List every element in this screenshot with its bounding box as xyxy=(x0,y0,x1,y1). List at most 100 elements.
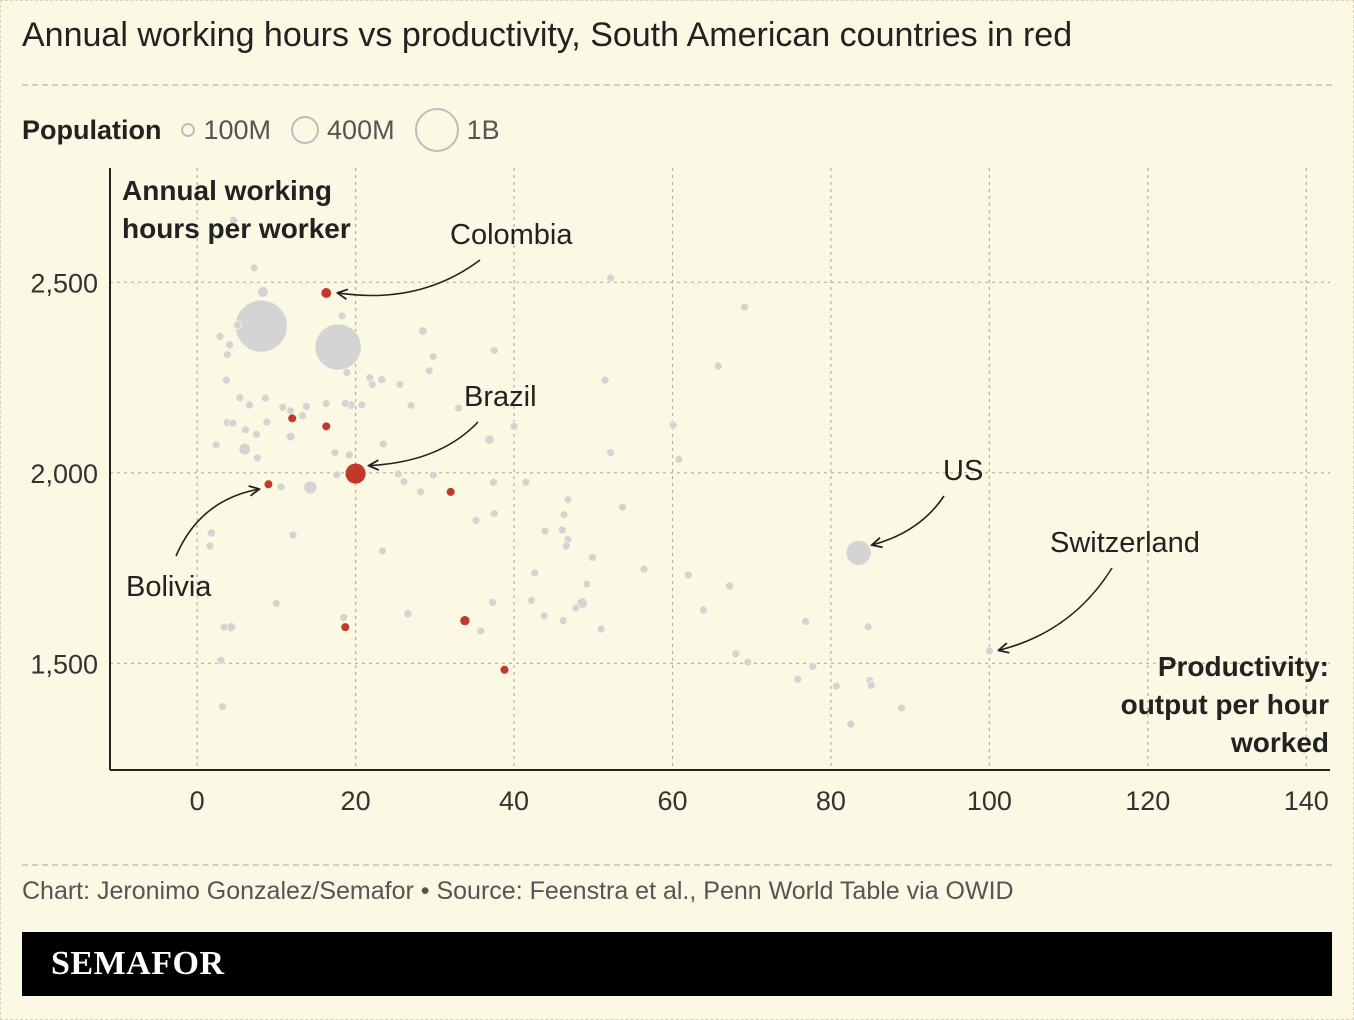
point-south-america xyxy=(322,422,331,431)
annotation-brazil: Brazil xyxy=(464,381,537,413)
point-other-country xyxy=(342,368,352,378)
point-other-country xyxy=(302,402,311,411)
point-other-country xyxy=(618,502,627,512)
point-other-country xyxy=(668,420,678,430)
point-other-country xyxy=(527,596,536,605)
point-other-country xyxy=(540,526,550,536)
scatter-plot: 0 20 40 60 80 100 120 140 1,500 2,000 2,500 Annual… xyxy=(30,168,1330,816)
point-other-country xyxy=(740,302,749,312)
point-other-country xyxy=(233,320,242,330)
point-other-country xyxy=(332,470,341,480)
source-credit: Chart: Jeronimo Gonzalez/Semafor • Sourc… xyxy=(22,877,1014,905)
annotation-arrow-colombia xyxy=(338,259,481,296)
y-tick-label: 2,000 xyxy=(30,459,98,489)
x-tick-label: 20 xyxy=(341,786,371,816)
x-tick-label: 40 xyxy=(499,786,529,816)
point-south-america xyxy=(321,288,332,298)
point-other-country xyxy=(271,599,281,608)
point-other-country xyxy=(725,581,734,591)
point-other-country xyxy=(229,215,238,225)
point-other-country xyxy=(215,332,225,341)
footer-divider xyxy=(22,864,1332,866)
axes: 0 20 40 60 80 100 120 140 1,500 2,000 2,500 xyxy=(30,168,1330,816)
point-other-country xyxy=(698,605,708,615)
point-other-country xyxy=(378,439,388,449)
point-south-america xyxy=(345,463,366,484)
point-other-country xyxy=(832,681,841,691)
brand-bar: SEMAFOR xyxy=(22,932,1332,996)
legend-item-400m: 400M xyxy=(291,115,395,146)
point-other-country xyxy=(984,646,994,656)
point-other-country xyxy=(303,480,318,495)
x-axis-title-line1: Productivity: xyxy=(1158,651,1329,682)
y-tick-label: 2,500 xyxy=(30,268,98,298)
data-points xyxy=(205,215,994,729)
point-other-country xyxy=(559,510,569,520)
point-other-country xyxy=(337,311,347,321)
x-tick-label: 80 xyxy=(816,786,846,816)
point-other-country xyxy=(298,411,307,421)
point-other-country xyxy=(403,609,413,619)
point-other-country xyxy=(241,425,250,435)
point-other-country xyxy=(639,564,649,574)
x-tick-label: 120 xyxy=(1125,786,1170,816)
point-other-country xyxy=(252,453,262,463)
point-other-country xyxy=(340,399,350,408)
point-other-country xyxy=(225,340,235,350)
annotation-switzerland: Switzerland xyxy=(1050,527,1200,559)
point-other-country xyxy=(257,286,269,298)
point-other-country xyxy=(321,399,331,408)
annotation-bolivia: Bolivia xyxy=(126,571,212,603)
point-other-country xyxy=(571,603,581,613)
point-other-country xyxy=(484,434,495,445)
point-other-country xyxy=(743,657,753,667)
point-south-america xyxy=(500,665,509,674)
point-other-country xyxy=(406,400,416,410)
y-axis-title-line1: Annual working xyxy=(122,175,332,206)
annotation-arrow-brazil xyxy=(370,421,479,466)
point-other-country xyxy=(330,448,340,458)
title-divider xyxy=(22,84,1332,86)
point-other-country xyxy=(454,403,463,413)
point-other-country xyxy=(539,611,549,621)
chart-title: Annual working hours vs productivity, So… xyxy=(22,16,1073,54)
annotation-us: US xyxy=(943,455,983,487)
point-other-country xyxy=(222,375,231,385)
point-other-country xyxy=(339,613,349,622)
point-other-country xyxy=(357,400,367,410)
point-other-country xyxy=(249,263,259,273)
point-other-country xyxy=(211,440,221,450)
legend-circle-medium xyxy=(291,116,320,144)
annotations: Colombia Brazil Bolivia US Switzerland xyxy=(126,219,1200,603)
point-other-country xyxy=(416,487,425,497)
point-other-country xyxy=(521,477,531,487)
point-other-country xyxy=(509,421,519,431)
x-tick-label: 60 xyxy=(657,786,687,816)
annotation-arrow-bolivia xyxy=(175,489,258,557)
point-other-country xyxy=(530,568,540,578)
point-other-country xyxy=(288,530,298,540)
point-other-country xyxy=(606,273,616,283)
point-south-america xyxy=(264,480,273,489)
point-other-country xyxy=(286,406,296,416)
point-other-country xyxy=(278,402,288,412)
gridlines xyxy=(110,168,1330,770)
point-other-country xyxy=(222,350,232,360)
axis-labels: Annual working hours per worker Producti… xyxy=(122,175,1329,758)
point-other-country xyxy=(245,400,254,410)
point-other-country xyxy=(558,616,568,626)
y-axis-title-line2: hours per worker xyxy=(122,213,351,244)
point-other-country xyxy=(731,649,741,659)
point-other-country xyxy=(606,448,616,458)
point-other-country xyxy=(846,719,856,729)
point-other-country xyxy=(344,450,354,460)
point-other-country xyxy=(600,375,610,385)
point-other-country xyxy=(596,624,606,634)
x-axis-title-line2: output per hour xyxy=(1121,689,1330,720)
point-other-country xyxy=(228,418,238,428)
population-legend: Population 100M 400M 1B xyxy=(22,108,510,152)
point-other-country xyxy=(561,541,571,551)
point-other-country xyxy=(205,541,215,551)
point-other-country xyxy=(801,617,810,626)
point-other-country xyxy=(488,597,498,607)
